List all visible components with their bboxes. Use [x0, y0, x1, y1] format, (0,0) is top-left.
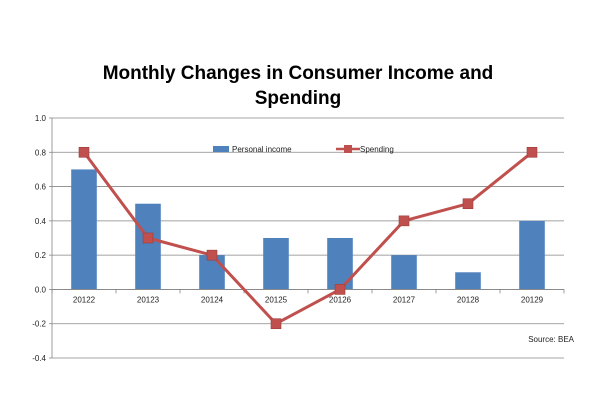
- y-tick-label: 0.8: [35, 148, 47, 157]
- y-tick-label: 0.6: [35, 183, 47, 192]
- bar-personal-income: [455, 272, 481, 290]
- legend-label-personal-income: Personal income: [232, 145, 292, 154]
- y-tick-label: 0.0: [35, 285, 47, 294]
- legend-swatch-personal-income: [213, 146, 229, 152]
- x-tick-label: 20124: [201, 295, 224, 304]
- y-tick-label: -0.4: [32, 354, 46, 363]
- line-series: [78, 146, 538, 330]
- point-spending: [462, 198, 474, 210]
- y-tick-label: -0.2: [32, 320, 46, 329]
- x-tick-label: 20122: [73, 295, 96, 304]
- bar-personal-income: [519, 220, 545, 290]
- bar-personal-income: [135, 203, 161, 290]
- point-spending: [334, 284, 346, 295]
- y-tick-label: 1.0: [35, 114, 47, 123]
- bar-personal-income: [199, 255, 225, 290]
- point-spending: [206, 249, 218, 261]
- gridlines: [52, 117, 564, 359]
- legend-swatch-spending-marker: [344, 145, 352, 153]
- x-axis: 20122 20123 20124 20125 20126 20127 20128 20129: [51, 289, 565, 304]
- y-axis: -0.4 -0.2 0.0 0.2 0.4 0.6 0.8 1.0: [32, 114, 53, 363]
- x-tick-label: 20127: [393, 295, 416, 304]
- chart-title-line-2: Spending: [255, 88, 342, 109]
- bar-series: [71, 169, 545, 290]
- y-tick-label: 0.4: [35, 217, 47, 226]
- source-annotation: Source: BEA: [528, 335, 574, 344]
- legend-label-spending: Spending: [360, 145, 394, 154]
- point-spending: [142, 232, 154, 244]
- legend: Personal income Spending: [213, 145, 394, 154]
- bar-personal-income: [71, 169, 97, 290]
- point-spending: [78, 146, 90, 158]
- point-spending: [526, 146, 538, 158]
- x-tick-label: 20129: [521, 295, 544, 304]
- y-tick-label: 0.2: [35, 251, 47, 260]
- point-spending: [398, 215, 410, 227]
- bar-personal-income: [391, 255, 417, 290]
- chart-title-line-1: Monthly Changes in Consumer Income and: [103, 63, 494, 84]
- x-tick-label: 20128: [457, 295, 480, 304]
- x-tick-label: 20123: [137, 295, 160, 304]
- bar-personal-income: [263, 238, 289, 290]
- point-spending: [270, 318, 282, 330]
- line-spending: [82, 151, 533, 326]
- x-tick-label: 20126: [329, 295, 352, 304]
- x-tick-label: 20125: [265, 295, 288, 304]
